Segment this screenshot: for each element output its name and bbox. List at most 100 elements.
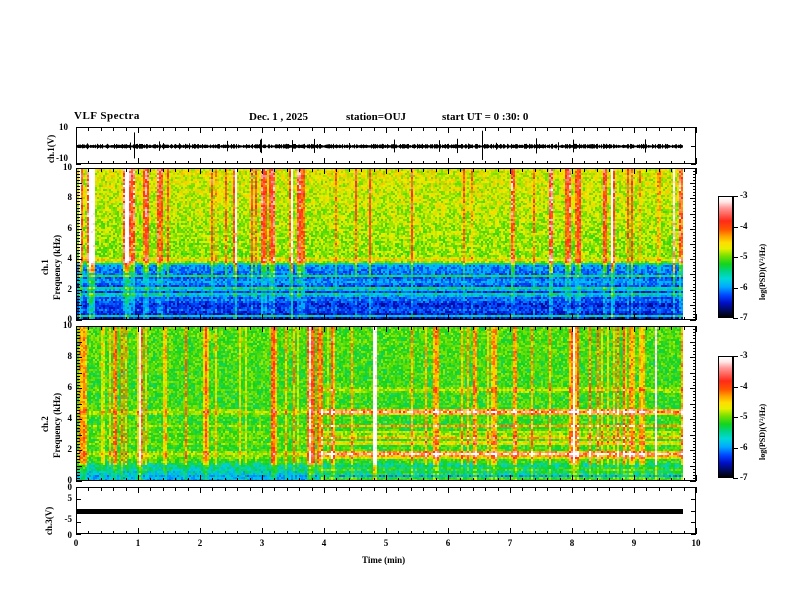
xtick-ch2spec-top-47 [658,326,660,330]
ytick-ch1-l-4 [76,307,80,309]
xtick-ch2spec-bot-28 [423,477,425,481]
xtick-ch2spec-bot-5 [138,475,139,481]
xtick-ch3wave-bot-44 [621,530,623,534]
xtick-ch3wave-bot-7 [162,530,164,534]
xtick-ch2spec-top-31 [460,326,462,330]
xtick-ch1wave-top-16 [274,127,276,131]
xtick-ch2spec-top-42 [596,326,598,330]
ytick-ch2-r-2 [692,474,696,476]
ytick-ch2-l-32 [76,381,80,383]
ytick-ch2-l-29 [76,391,80,393]
ytick-ch1-r-49 [692,171,696,173]
ch3-wave-ytick-zero-bottom: 0 [67,530,73,540]
xtick-ch1spec-bot-14 [249,316,251,320]
ytick-ch1-l-28 [76,234,80,236]
xtick-ch1spec-bot-18 [299,316,301,320]
xtick-ch2spec-top-28 [423,326,425,330]
xtick-ch2spec-bot-45 [634,475,635,481]
ch1-ytick-label-1: 8 [67,192,73,203]
xtick-ch1spec-bot-5 [138,314,139,320]
xtick-ch2spec-bot-44 [621,477,623,481]
xtick-ch1spec-top-21 [336,168,338,172]
ytick-ch1-r-28 [692,234,696,236]
xtick-ch3wave-bot-50 [696,528,697,534]
xtick-ch2spec-top-40 [572,326,573,332]
xtick-ch1wave-bot-7 [162,160,164,164]
xtick-ch2spec-top-9 [187,326,189,330]
xtick-ch3wave-top-25 [386,487,387,493]
colorbar-1-tick-4 [733,318,738,319]
xtick-ch1wave-top-0 [76,127,77,133]
colorbar-2-axis-line [733,356,735,478]
xtick-ch1spec-top-45 [634,168,635,174]
xtick-ch2spec-bot-2 [100,477,102,481]
xtick-ch3wave-top-5 [138,487,139,493]
xtick-ch3wave-top-24 [373,487,375,491]
xtick-ch1spec-bot-26 [398,316,400,320]
xtick-ch2spec-top-38 [547,326,549,330]
ytick-ch1-r-6 [692,301,696,303]
ytick-ch2-r-42 [692,350,696,352]
colorbar-2-tick-3 [733,447,738,449]
ch1-wave-ytick-bottom: -10 [56,153,68,163]
xtick-ch1spec-top-48 [671,168,673,172]
ytick-ch2-r-37 [692,366,696,368]
xtick-ch1spec-bot-24 [373,316,375,320]
colorbar-1-tick-label-2: -5 [740,251,748,261]
xtick-ch1wave-top-22 [348,127,350,131]
xtick-ch1spec-bot-45 [634,314,635,320]
xtick-ch2spec-bot-20 [324,475,325,481]
xtick-ch3wave-top-22 [348,487,350,491]
ytick-ch2-r-24 [692,406,696,408]
ytick-ch1-r-17 [692,268,696,270]
xtick-ch1spec-bot-10 [200,314,201,320]
ytick-ch2-r-31 [692,384,696,386]
xtick-ch3wave-top-9 [187,487,189,491]
xtick-ch1wave-top-9 [187,127,189,131]
ytick-ch1-l-6 [76,301,80,303]
x-tick-label-8: 8 [569,538,575,548]
ytick-ch1-l-24 [76,247,80,249]
panel-ch1-spectrogram [76,168,696,320]
ch3wave-ytick-l-3 [76,522,81,524]
xtick-ch2spec-top-45 [634,326,635,332]
ytick-ch2-l-38 [76,363,80,365]
ytick-ch1-l-49 [76,171,80,173]
xtick-ch2spec-bot-38 [547,477,549,481]
ytick-ch2-r-49 [692,329,696,331]
xtick-ch2spec-top-11 [212,326,214,330]
ytick-ch1-l-1 [76,316,80,318]
xtick-ch2spec-bot-3 [113,477,115,481]
xtick-ch2spec-top-27 [410,326,412,330]
colorbar-2-tick-0 [733,356,738,357]
xtick-ch3wave-bot-31 [460,530,462,534]
xtick-ch2spec-bot-37 [534,477,536,481]
ytick-ch2-r-21 [692,415,696,417]
xtick-ch1wave-bot-8 [175,160,177,164]
xtick-ch2spec-top-34 [497,326,499,330]
xtick-ch1spec-top-13 [237,168,239,172]
xtick-ch1spec-bot-50 [696,314,697,320]
xtick-ch1spec-top-31 [460,168,462,172]
xtick-ch1spec-bot-31 [460,316,462,320]
x-tick-label-4: 4 [321,538,327,548]
xtick-ch3wave-top-48 [671,487,673,491]
xtick-ch1spec-top-17 [286,168,288,172]
xtick-ch3wave-top-4 [125,487,127,491]
xtick-ch3wave-bot-12 [224,530,226,534]
xtick-ch1wave-bot-50 [696,158,697,164]
xtick-ch1spec-bot-22 [348,316,350,320]
xtick-ch1wave-top-34 [497,127,499,131]
xtick-ch1spec-top-27 [410,168,412,172]
ytick-ch1-r-2 [692,313,696,315]
xtick-ch2spec-bot-27 [410,477,412,481]
colorbar-1-tick-label-3: -6 [740,281,748,292]
figure-title: VLF Spectra [74,110,140,122]
xtick-ch2spec-top-1 [88,326,90,330]
xtick-ch3wave-top-18 [299,487,301,491]
xtick-ch2spec-bot-16 [274,477,276,481]
colorbar-2-tick-4 [733,478,738,479]
ytick-ch2-r-47 [692,335,696,337]
xtick-ch1wave-top-23 [361,127,363,131]
xtick-ch2spec-top-16 [274,326,276,330]
